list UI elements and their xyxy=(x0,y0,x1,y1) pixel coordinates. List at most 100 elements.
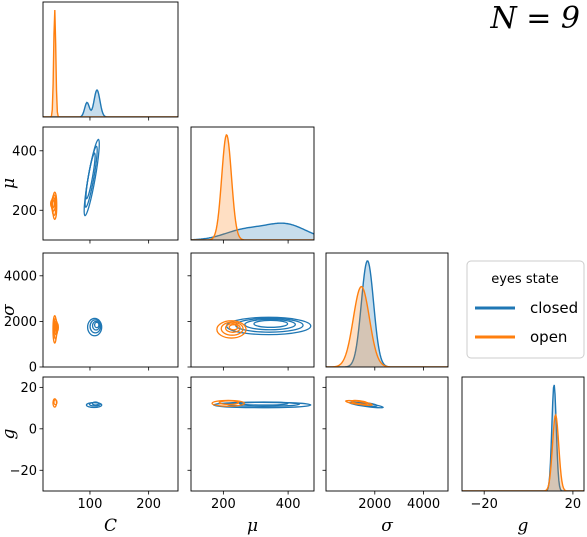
kde-fill-closed xyxy=(462,384,584,491)
y-axis-label-mu: μ xyxy=(0,178,19,189)
kde-fill-open xyxy=(43,10,178,117)
x-axis-label-sigma: σ xyxy=(381,516,393,536)
x-axis-label-g: g xyxy=(518,516,529,536)
panel-frame xyxy=(461,376,585,492)
panel-sigma-vs-mu xyxy=(187,252,315,371)
panel-content xyxy=(191,133,314,240)
contour-open-level-1 xyxy=(351,399,369,405)
panel-g-vs-C: 100 200 −20 0 20 xyxy=(10,376,179,512)
contour-open-level-1 xyxy=(53,317,58,340)
x-tick-label: 200 xyxy=(211,497,236,512)
panel-frame xyxy=(42,126,179,241)
contour-closed-level-2 xyxy=(91,401,100,406)
kde-line-open xyxy=(191,133,314,240)
panel-g-vs-mu: 200 400 xyxy=(187,376,315,512)
contour-closed-level-2 xyxy=(85,152,96,200)
panel-mu-vs-C: 200 400 xyxy=(12,126,179,244)
kde-line-open xyxy=(43,10,178,117)
kde-fill-closed xyxy=(191,223,314,240)
y-tick-label: −20 xyxy=(10,464,37,479)
kde-line-closed xyxy=(462,384,584,491)
contour-open-level-0 xyxy=(344,399,373,406)
x-tick-label: 4000 xyxy=(407,497,440,512)
panel-content xyxy=(326,260,448,367)
kde-fill-closed xyxy=(326,260,448,367)
legend-frame xyxy=(466,260,585,359)
panel-frame xyxy=(190,126,315,241)
contour-closed-level-2 xyxy=(238,401,289,406)
panel-g-vs-sigma: 2000 4000 xyxy=(322,376,449,512)
y-tick-label: 400 xyxy=(12,144,37,159)
x-tick-label: 200 xyxy=(136,497,161,512)
kde-line-closed xyxy=(326,260,448,367)
panel-frame xyxy=(325,376,449,492)
panel-frame xyxy=(190,376,315,492)
panel-content xyxy=(211,399,312,409)
x-tick-label: 2000 xyxy=(358,497,391,512)
legend-title: eyes state xyxy=(491,272,559,287)
kde-line-open xyxy=(326,285,448,367)
y-tick-label: 200 xyxy=(12,204,37,219)
panel-frame xyxy=(325,252,449,368)
contour-closed-level-3 xyxy=(253,319,289,328)
panel-sigma-vs-C: 0 2000 4000 xyxy=(4,252,179,376)
y-axis-label-sigma: σ xyxy=(0,304,19,316)
kde-line-open xyxy=(462,413,584,491)
panel-content xyxy=(49,138,100,221)
y-tick-label: 4000 xyxy=(4,269,37,284)
x-tick-label: 400 xyxy=(276,497,301,512)
panel-frame xyxy=(42,252,179,368)
panel-frame xyxy=(42,1,179,118)
legend: eyes state closed open xyxy=(466,260,585,359)
x-axis-label-mu: μ xyxy=(247,516,258,536)
x-axis-label-C: C xyxy=(104,516,117,536)
kde-line-closed xyxy=(191,222,314,240)
y-tick-label: 20 xyxy=(20,381,37,396)
contour-closed-level-0 xyxy=(86,317,103,337)
contour-open-level-1 xyxy=(218,400,240,406)
contour-open-level-1 xyxy=(53,399,58,406)
x-tick-label: 20 xyxy=(565,497,582,512)
contour-open-level-2 xyxy=(224,323,241,333)
contour-open-level-3 xyxy=(54,322,59,333)
panel-g-vs-g: −20 20 xyxy=(461,376,585,512)
kde-fill-closed xyxy=(43,89,178,117)
panel-content xyxy=(52,398,103,409)
kde-fill-open xyxy=(326,286,448,367)
contour-open-level-2 xyxy=(53,320,59,336)
contour-open-level-3 xyxy=(228,324,239,331)
panel-content xyxy=(344,399,384,409)
contour-open-level-0 xyxy=(216,320,247,339)
contour-closed-level-3 xyxy=(93,321,100,329)
contour-closed-level-2 xyxy=(244,318,296,331)
figure-title: N = 9 xyxy=(489,1,580,36)
x-tick-label: 100 xyxy=(78,497,103,512)
contour-open-level-2 xyxy=(50,196,56,212)
contour-open-level-3 xyxy=(49,198,56,209)
contour-open-level-1 xyxy=(220,321,244,336)
y-tick-label: 2000 xyxy=(4,315,37,330)
panel-frame xyxy=(190,252,315,368)
panel-content xyxy=(52,315,103,344)
legend-label-open: open xyxy=(530,328,567,346)
panel-content xyxy=(462,384,584,491)
panel-content xyxy=(43,10,178,117)
y-tick-label: 0 xyxy=(29,361,37,376)
contour-closed-level-2 xyxy=(91,320,101,331)
legend-label-closed: closed xyxy=(530,299,578,317)
y-tick-label: 0 xyxy=(29,422,37,437)
contour-open-level-1 xyxy=(51,194,57,216)
kde-line-closed xyxy=(43,88,178,117)
kde-fill-open xyxy=(462,415,584,491)
x-tick-label: −20 xyxy=(470,497,497,512)
contour-open-level-0 xyxy=(52,191,58,221)
panel-mu-vs-mu xyxy=(190,126,315,244)
panel-content xyxy=(216,316,312,339)
panel-C-vs-C xyxy=(42,1,179,121)
kde-fill-open xyxy=(191,134,314,240)
y-axis-label-g: g xyxy=(0,428,19,439)
contour-closed-level-1 xyxy=(89,319,102,334)
panel-frame xyxy=(42,376,179,492)
